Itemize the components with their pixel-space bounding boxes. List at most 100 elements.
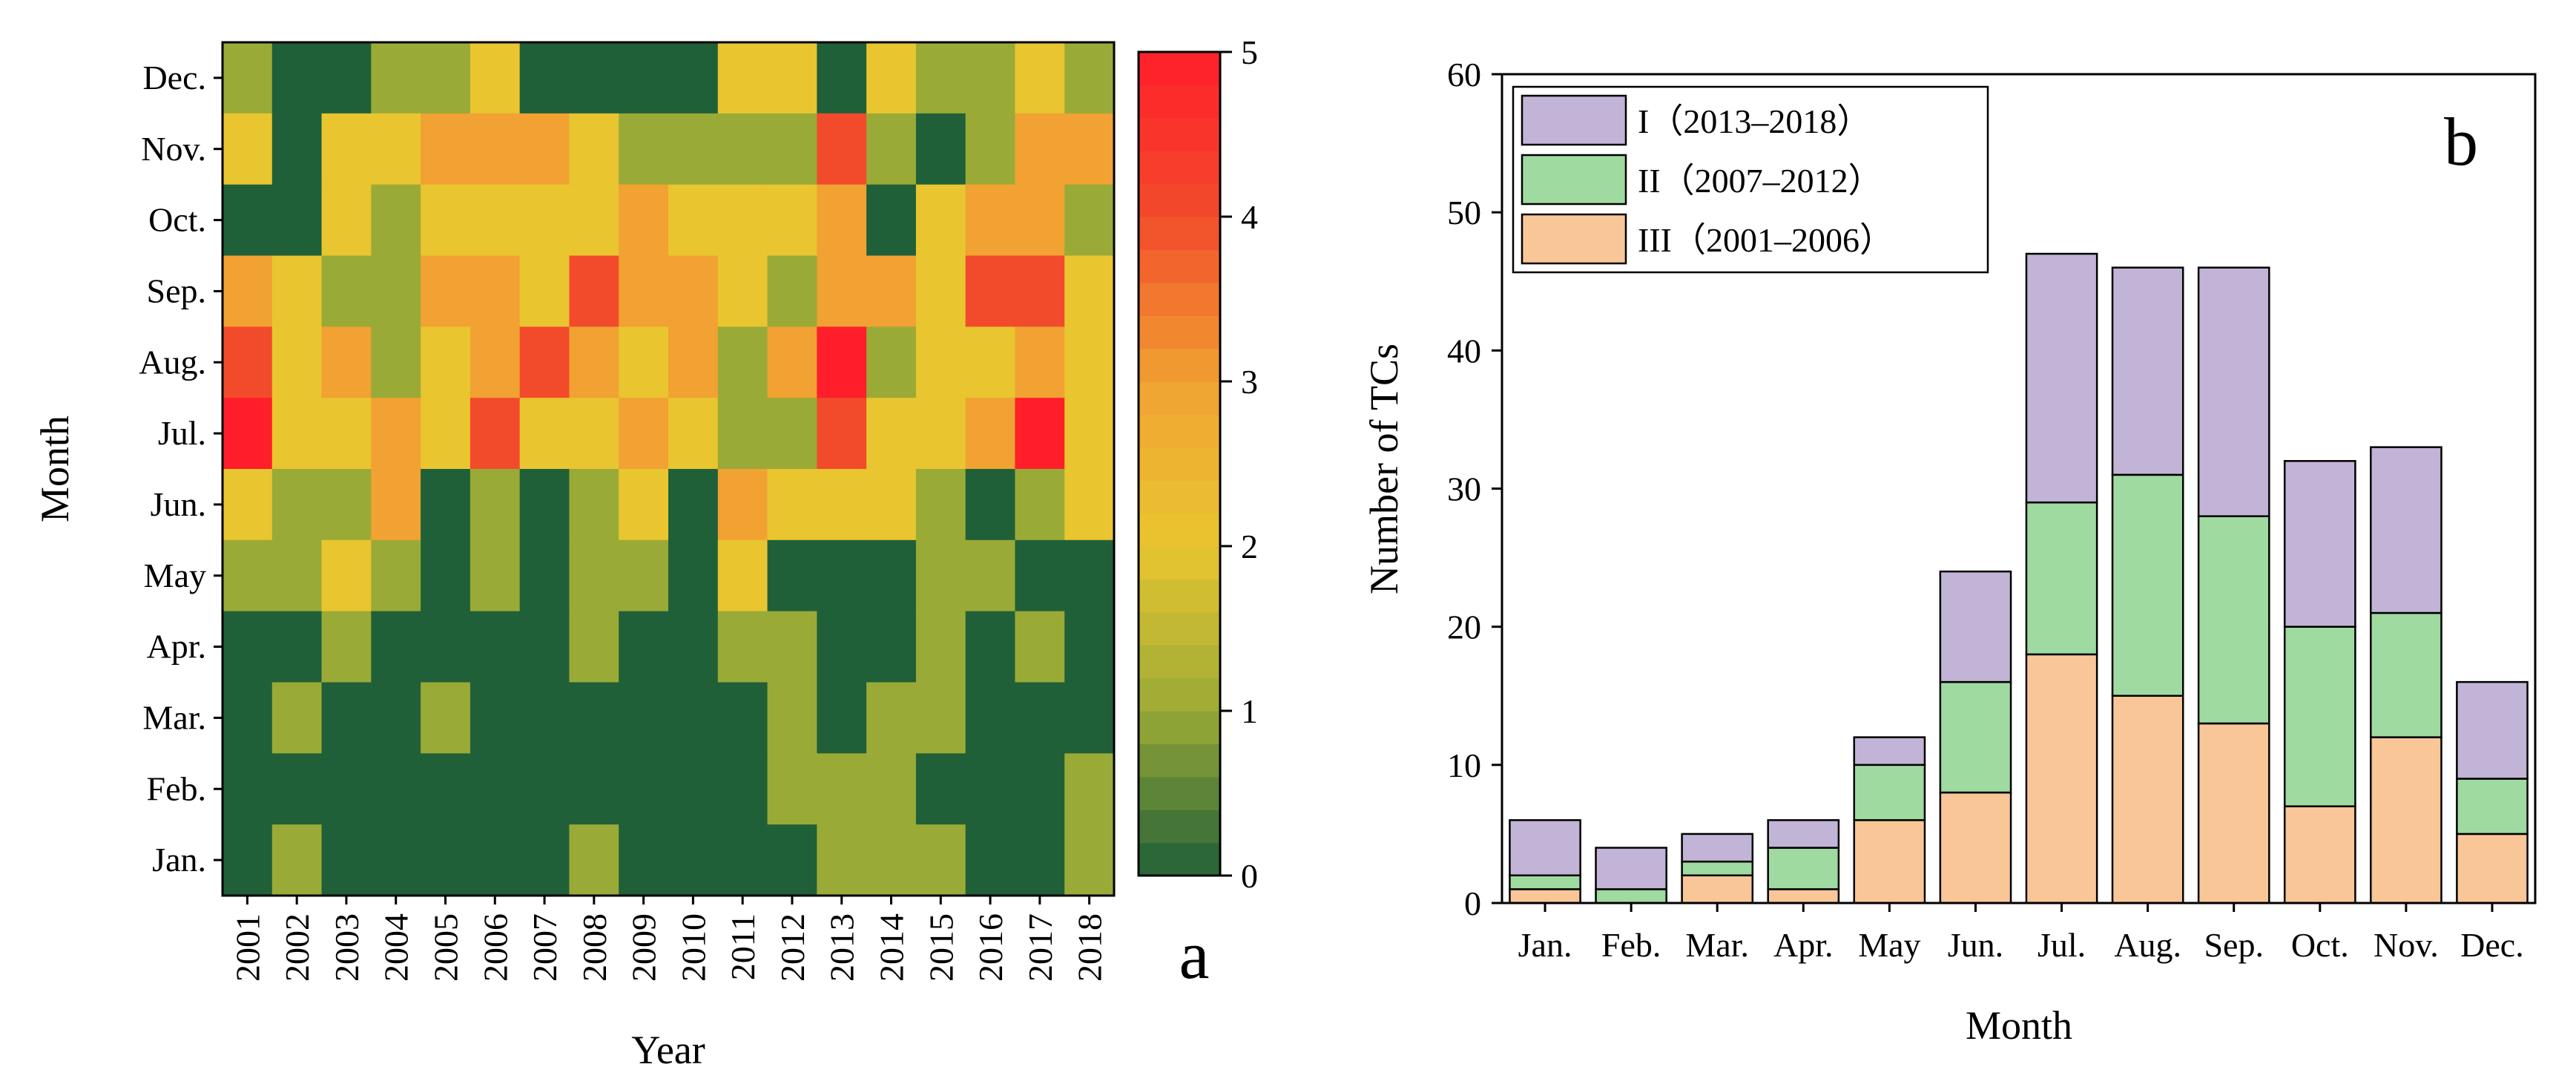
heatmap-year-label: 2011 [724,913,762,980]
colorbar-segment [1139,151,1220,185]
bar-y-tick-label: 10 [1447,746,1481,784]
bar-segment-series-3 [2111,266,2184,476]
heatmap-cell [1015,398,1065,470]
heatmap-cell [421,255,471,327]
heatmap-cell [371,398,421,470]
colorbar-segment [1139,381,1220,415]
bar-segment-series-2 [1595,888,1667,904]
heatmap-year-label: 2014 [873,913,911,982]
legend: I（2013–2018） II（2007–2012） III（2001–2006） [1512,85,1989,274]
bar-segment-series-2 [2025,501,2098,656]
bar-segment-series-2 [1509,874,1581,890]
heatmap-cell [519,113,570,186]
heatmap-cell [421,753,471,825]
colorbar-segment [1139,842,1220,876]
heatmap-cell [321,469,372,541]
heatmap-cell [569,611,619,683]
heatmap-cell [1015,753,1065,825]
heatmap-cell [817,255,867,327]
heatmap-cell [519,682,570,754]
heatmap-cell [767,184,817,257]
bar-segment-series-3 [2283,460,2356,628]
heatmap-cell [717,753,768,825]
heatmap-cell [817,611,867,683]
heatmap-cell [519,42,570,114]
heatmap-cell [223,398,273,470]
heatmap-cell [1064,753,1115,825]
colorbar-tick-label: 2 [1241,528,1258,565]
heatmap-cell [223,682,273,754]
heatmap-cell [569,824,619,896]
heatmap-cell [1064,682,1115,754]
colorbar-tick-label: 3 [1241,363,1258,401]
legend-swatch [1521,154,1627,206]
heatmap-cell [767,469,817,541]
colorbar-segment [1139,677,1220,712]
heatmap-cell [223,539,273,612]
legend-swatch [1521,213,1627,265]
heatmap-cell [965,326,1016,398]
heatmap-cell [321,539,372,612]
heatmap-cell [519,824,570,896]
bar-y-tick-label: 50 [1447,194,1481,232]
heatmap-cell [421,469,471,541]
bar-x-tick-label: Apr. [1773,926,1834,964]
bar-segment-series-3 [2456,680,2529,780]
heatmap-cell [915,539,966,612]
heatmap-year-label: 2013 [823,913,861,982]
colorbar-segment [1139,249,1220,283]
heatmap-cell [519,326,570,398]
heatmap-cell [223,469,273,541]
heatmap-cell [421,42,471,114]
bar-x-tick-label: Jan. [1518,926,1572,964]
colorbar-segment [1139,776,1220,810]
colorbar-segment [1139,810,1220,844]
heatmap-year-label: 2002 [278,913,316,982]
heatmap-cell [569,255,619,327]
heatmap-cell [817,682,867,754]
heatmap-cell [866,326,917,398]
colorbar: 0 1 2 3 4 5 [1137,33,1258,895]
heatmap-cell [519,398,570,470]
heatmap-cell [915,753,966,825]
heatmap-cell [271,326,323,398]
bar-x-tick-label: Dec. [2460,926,2524,964]
bar-segment-series-3 [2370,446,2442,614]
bar-segment-series-1 [2111,695,2184,904]
heatmap-cell [866,113,917,186]
colorbar-tick-label: 0 [1241,857,1258,895]
heatmap-cell [1015,539,1065,612]
heatmap-month-label: Oct. [148,201,206,239]
heatmap-ylabel: Month [33,416,77,522]
heatmap-cell [223,611,273,683]
heatmap-cell [223,42,273,114]
bar-segment-series-3 [1509,819,1581,877]
bar-y-ticks: 0 10 20 30 40 50 60 [1447,56,1502,922]
heatmap-cell [421,539,471,612]
heatmap-cell [371,682,421,754]
heatmap-month-label: Apr. [147,628,207,666]
heatmap-cell [569,42,619,114]
heatmap-cell [668,753,719,825]
heatmap-cell [965,539,1016,612]
heatmap-cell [321,184,372,257]
heatmap-cell [767,113,817,186]
heatmap-cell [569,682,619,754]
heatmap-cell [371,611,421,683]
heatmap-cell [817,753,867,825]
heatmap-cell [321,255,372,327]
heatmap-cell [569,398,619,470]
heatmap-cell [519,539,570,612]
heatmap-cell [965,42,1016,114]
heatmap-cell [965,113,1016,186]
heatmap-cell [717,469,768,541]
bar-segment-series-1 [1853,819,1926,904]
heatmap-cell [915,326,966,398]
heatmap-year-label: 2017 [1021,913,1059,982]
heatmap-cell [321,113,372,186]
colorbar-segment [1139,546,1220,580]
heatmap-cell [371,469,421,541]
heatmap-cell [321,611,372,683]
heatmap-cell [271,682,323,754]
heatmap-year-label: 2009 [625,913,663,982]
